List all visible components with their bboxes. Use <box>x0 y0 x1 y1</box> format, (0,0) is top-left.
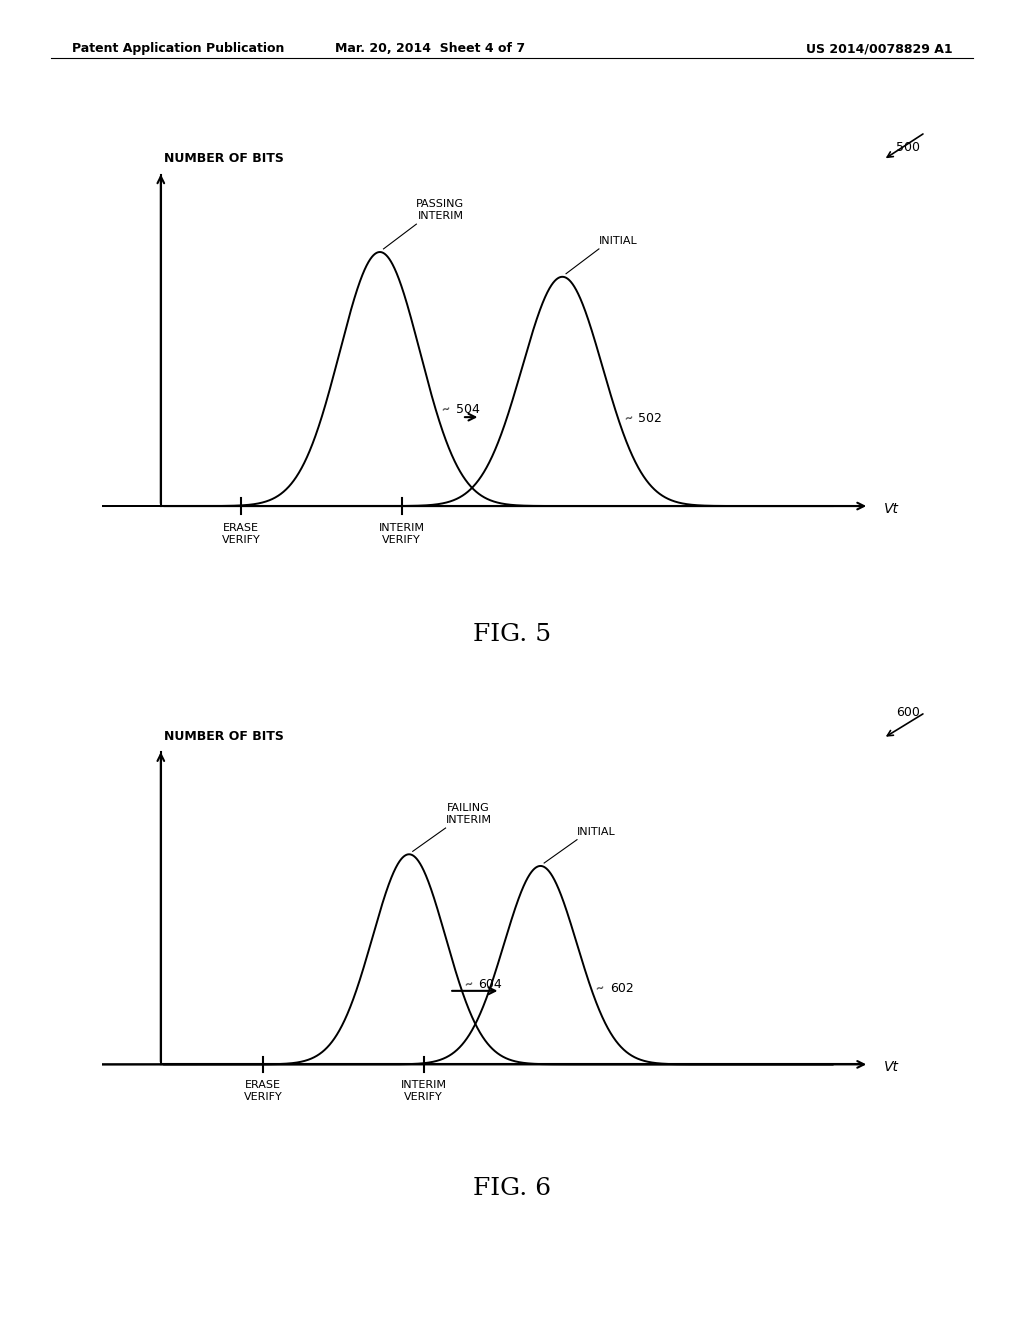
Text: 502: 502 <box>638 412 663 425</box>
Text: ~: ~ <box>595 983 606 995</box>
Text: 500: 500 <box>896 141 920 154</box>
Text: ~: ~ <box>624 413 635 425</box>
Text: 602: 602 <box>610 982 634 995</box>
Text: Mar. 20, 2014  Sheet 4 of 7: Mar. 20, 2014 Sheet 4 of 7 <box>335 42 525 55</box>
Text: NUMBER OF BITS: NUMBER OF BITS <box>165 152 285 165</box>
Text: FIG. 5: FIG. 5 <box>473 623 551 645</box>
Text: ERASE
VERIFY: ERASE VERIFY <box>222 523 260 545</box>
Text: INITIAL: INITIAL <box>577 826 615 837</box>
Text: Vt: Vt <box>884 1060 899 1074</box>
Text: PASSING
INTERIM: PASSING INTERIM <box>417 199 465 220</box>
Text: 600: 600 <box>896 706 920 719</box>
Text: ~: ~ <box>440 404 453 416</box>
Text: INTERIM
VERIFY: INTERIM VERIFY <box>400 1081 446 1102</box>
Text: Vt: Vt <box>884 502 899 516</box>
Text: 604: 604 <box>478 978 502 991</box>
Text: US 2014/0078829 A1: US 2014/0078829 A1 <box>806 42 952 55</box>
Text: 504: 504 <box>456 403 479 416</box>
Text: FAILING
INTERIM: FAILING INTERIM <box>445 804 492 825</box>
Text: FIG. 6: FIG. 6 <box>473 1177 551 1200</box>
Text: INTERIM
VERIFY: INTERIM VERIFY <box>379 523 425 545</box>
Text: NUMBER OF BITS: NUMBER OF BITS <box>165 730 285 743</box>
Text: ERASE
VERIFY: ERASE VERIFY <box>244 1081 283 1102</box>
Text: ~: ~ <box>463 978 475 990</box>
Text: INITIAL: INITIAL <box>599 236 638 246</box>
Text: Patent Application Publication: Patent Application Publication <box>72 42 284 55</box>
